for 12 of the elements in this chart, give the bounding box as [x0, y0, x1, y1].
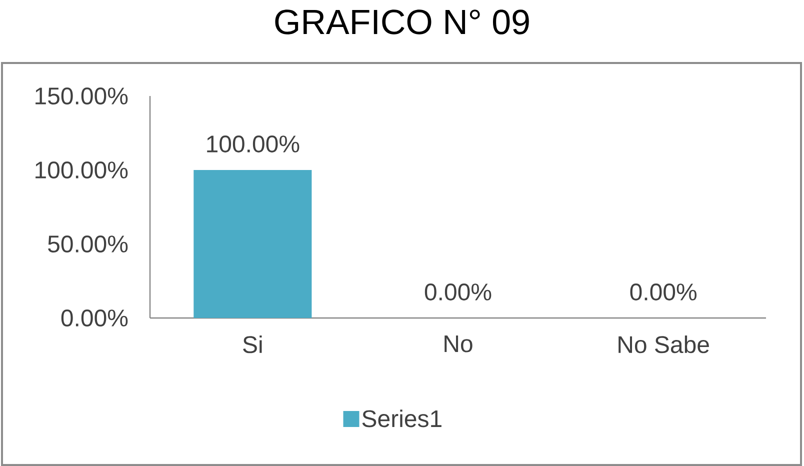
- y-tick-label: 0.00%: [61, 309, 128, 326]
- x-tick-label: No Sabe: [618, 336, 709, 354]
- y-tick-label: 100.00%: [36, 161, 128, 178]
- data-label: 100.00%: [207, 135, 300, 152]
- x-tick-label: Si: [243, 336, 262, 354]
- legend-label: Series1: [362, 410, 442, 428]
- x-tick-label: No: [444, 336, 472, 352]
- data-label: 0.00%: [424, 283, 492, 300]
- data-label: 0.00%: [630, 283, 696, 300]
- y-tick-label: 50.00%: [48, 235, 128, 252]
- y-tick-label: 150.00%: [36, 87, 128, 104]
- chart-title: GRAFICO N° 09: [275, 10, 529, 34]
